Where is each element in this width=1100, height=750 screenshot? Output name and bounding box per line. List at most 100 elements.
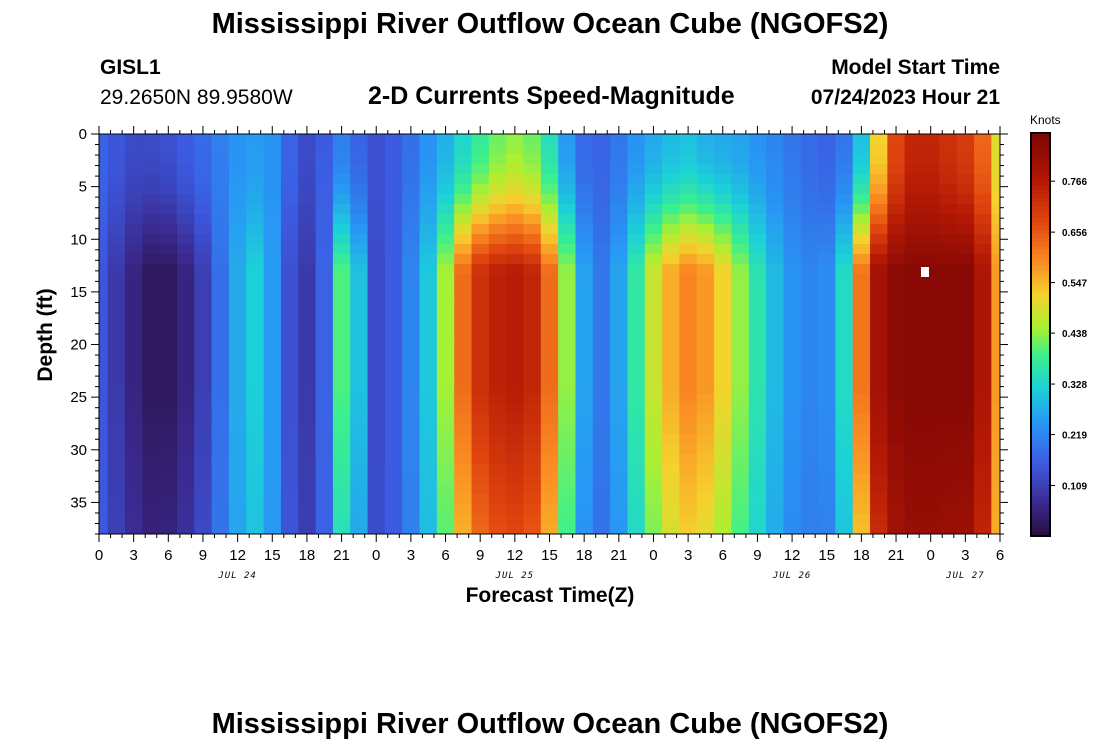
heatmap-cell xyxy=(904,344,923,355)
heatmap-cell xyxy=(228,394,247,405)
heatmap-cell xyxy=(506,164,525,175)
heatmap-cell xyxy=(124,194,143,205)
heatmap-cell xyxy=(402,504,421,515)
heatmap-cell xyxy=(818,374,836,385)
heatmap-cell xyxy=(731,434,750,445)
heatmap-cell xyxy=(783,334,802,345)
heatmap-cell xyxy=(870,514,888,525)
heatmap-cell xyxy=(558,404,577,415)
heatmap-cell xyxy=(991,504,1000,515)
heatmap-cell xyxy=(818,244,836,255)
heatmap-cell xyxy=(592,344,611,355)
heatmap-cell xyxy=(887,304,906,315)
heatmap-cell xyxy=(176,234,195,245)
heatmap-cell xyxy=(679,184,698,195)
heatmap-cell xyxy=(644,144,663,155)
heatmap-cell xyxy=(471,154,490,165)
heatmap-cell xyxy=(124,444,143,455)
heatmap-cell xyxy=(246,244,265,255)
heatmap-cell xyxy=(211,424,230,435)
heatmap-cell xyxy=(731,274,750,285)
heatmap-cell xyxy=(922,304,940,315)
heatmap-cell xyxy=(107,214,126,225)
heatmap-cell xyxy=(454,454,473,465)
heatmap-cell xyxy=(974,394,992,405)
heatmap-cell xyxy=(991,354,1000,365)
heatmap-cell xyxy=(939,524,958,534)
heatmap-cell xyxy=(350,174,369,185)
heatmap-cell xyxy=(662,234,681,245)
heatmap-cell xyxy=(766,444,785,455)
heatmap-cell xyxy=(696,344,715,355)
heatmap-cell xyxy=(176,484,195,495)
heatmap-cell xyxy=(523,264,542,275)
heatmap-cell xyxy=(211,204,230,215)
heatmap-cell xyxy=(766,324,785,335)
heatmap-cell xyxy=(471,424,490,435)
heatmap-cell xyxy=(627,354,646,365)
heatmap-cell xyxy=(731,394,750,405)
heatmap-cell xyxy=(142,144,161,155)
heatmap-cell xyxy=(766,464,785,475)
heatmap-cell xyxy=(558,444,577,455)
heatmap-cell xyxy=(176,164,195,175)
heatmap-cell xyxy=(99,324,109,335)
heatmap-cell xyxy=(471,404,490,415)
heatmap-cell xyxy=(402,464,421,475)
heatmap-cell xyxy=(367,414,386,425)
heatmap-cell xyxy=(922,464,940,475)
heatmap-cell xyxy=(904,394,923,405)
heatmap-cell xyxy=(280,504,299,515)
heatmap-cell xyxy=(124,304,143,315)
heatmap-cell xyxy=(211,154,230,165)
heatmap-cell xyxy=(523,324,542,335)
heatmap-cell xyxy=(99,294,109,305)
heatmap-cell xyxy=(194,224,213,235)
heatmap-cell xyxy=(211,524,230,534)
heatmap-cell xyxy=(696,514,715,525)
heatmap-cell xyxy=(991,524,1000,534)
heatmap-cell xyxy=(887,144,906,155)
heatmap-cell xyxy=(540,274,559,285)
heatmap-cell xyxy=(471,274,490,285)
heatmap-cell xyxy=(679,214,698,225)
heatmap-cell xyxy=(211,344,230,355)
heatmap-cell xyxy=(402,424,421,435)
heatmap-cell xyxy=(662,214,681,225)
heatmap-cell xyxy=(523,234,542,245)
heatmap-cell xyxy=(159,284,178,295)
heatmap-cell xyxy=(800,504,819,515)
heatmap-cell xyxy=(454,494,473,505)
heatmap-cell xyxy=(124,514,143,525)
heatmap-cell xyxy=(696,474,715,485)
heatmap-cell xyxy=(991,224,1000,235)
heatmap-cell xyxy=(506,424,525,435)
heatmap-cell xyxy=(662,394,681,405)
heatmap-cell xyxy=(575,244,594,255)
heatmap-cell xyxy=(870,444,888,455)
heatmap-cell xyxy=(263,174,282,185)
heatmap-cell xyxy=(922,274,940,285)
heatmap-cell xyxy=(402,144,421,155)
heatmap-cell xyxy=(488,444,507,455)
heatmap-cell xyxy=(298,174,317,185)
heatmap-cell xyxy=(350,454,369,465)
heatmap-cell xyxy=(124,184,143,195)
heatmap-cell xyxy=(228,184,247,195)
heatmap-cell xyxy=(506,304,525,315)
heatmap-cell xyxy=(159,434,178,445)
heatmap-cell xyxy=(610,474,629,485)
heatmap-cell xyxy=(800,454,819,465)
heatmap-cell xyxy=(350,194,369,205)
heatmap-cell xyxy=(714,414,733,425)
heatmap-cell xyxy=(142,344,161,355)
heatmap-cell xyxy=(332,154,351,165)
heatmap-cell xyxy=(142,414,161,425)
x-tick-label: 12 xyxy=(507,547,524,564)
heatmap-cell xyxy=(436,174,455,185)
heatmap-cell xyxy=(99,444,109,455)
heatmap-cell xyxy=(662,184,681,195)
heatmap-cell xyxy=(558,194,577,205)
heatmap-cell xyxy=(454,234,473,245)
heatmap-cell xyxy=(575,164,594,175)
